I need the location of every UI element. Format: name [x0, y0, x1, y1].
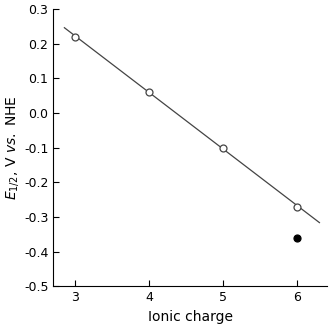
X-axis label: Ionic charge: Ionic charge — [148, 310, 233, 324]
Y-axis label: $E_{1/2}$, V $vs.$ NHE: $E_{1/2}$, V $vs.$ NHE — [4, 96, 21, 200]
